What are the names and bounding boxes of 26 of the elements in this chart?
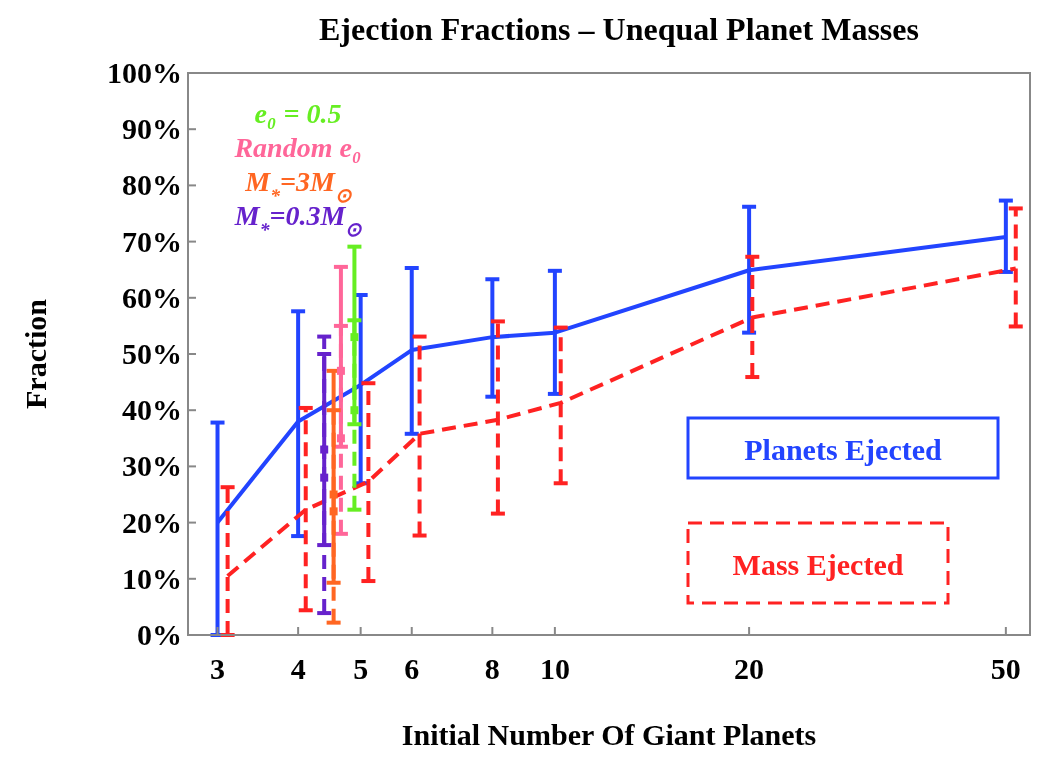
x-tick-label: 6: [404, 652, 420, 685]
y-tick-label: 50%: [122, 337, 182, 370]
text: Mass Ejected: [732, 548, 904, 581]
x-tick-label: 20: [734, 652, 765, 685]
text: Random e₀: [233, 132, 362, 163]
chart-title: Ejection Fractions – Unequal Planet Masses: [319, 11, 919, 47]
x-tick-label: 3: [210, 652, 226, 685]
y-tick-label: 40%: [122, 393, 182, 427]
x-tick-label: 4: [290, 652, 306, 685]
y-tick-label: 0%: [137, 618, 182, 651]
y-axis-title: Fraction: [19, 298, 52, 409]
y-tick-label: 80%: [122, 168, 182, 202]
text: Planets Ejected: [744, 433, 943, 466]
x-tick-label: 10: [539, 652, 570, 685]
y-tick-label: 60%: [122, 280, 182, 314]
y-tick-label: 100%: [107, 56, 182, 89]
x-tick-label: 50: [990, 652, 1021, 685]
text: e₀ = 0.5: [254, 98, 342, 129]
y-tick-label: 10%: [122, 561, 182, 595]
y-tick-label: 70%: [122, 224, 182, 258]
x-axis-title: Initial Number Of Giant Planets: [401, 718, 817, 751]
y-tick-label: 20%: [122, 505, 182, 539]
x-tick-label: 5: [353, 652, 369, 685]
x-tick-label: 8: [484, 652, 500, 685]
y-tick-label: 30%: [122, 449, 182, 483]
y-tick-label: 90%: [122, 112, 182, 146]
